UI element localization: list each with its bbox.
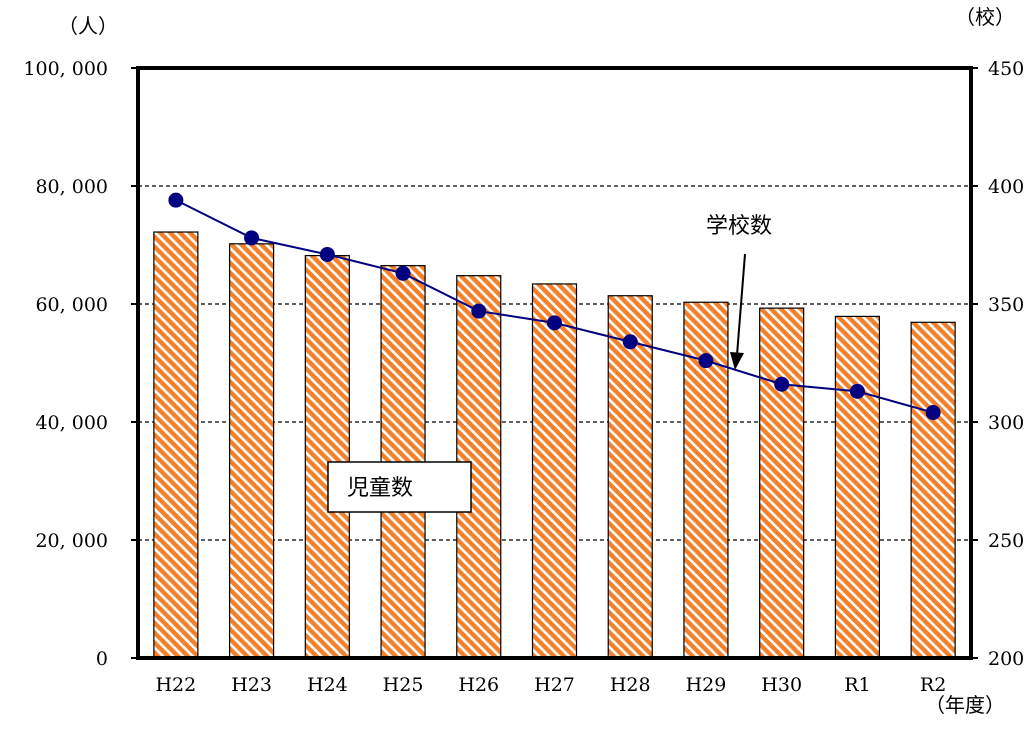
arrow-head-icon bbox=[730, 352, 744, 370]
bar-R2 bbox=[910, 321, 956, 659]
x-tick-label: H30 bbox=[761, 674, 802, 696]
x-axis-label: （年度） bbox=[925, 693, 1005, 717]
point-H27 bbox=[547, 315, 562, 331]
bar-H30 bbox=[759, 307, 805, 659]
x-axis-ticks: H22 H23 H24 H25 H26 H27 H28 H29 H30 R1 R2 bbox=[155, 674, 946, 696]
bars-annotation: 児童数 bbox=[327, 461, 472, 513]
point-H30 bbox=[774, 376, 790, 392]
x-tick-label: H27 bbox=[534, 674, 575, 696]
left-axis-unit: （人） bbox=[58, 14, 118, 38]
bar-H24 bbox=[304, 255, 350, 659]
point-R1 bbox=[849, 383, 865, 399]
line-annotation-text: 学校数 bbox=[706, 214, 772, 239]
right-tick-label: 400 bbox=[988, 176, 1024, 198]
point-H25 bbox=[395, 265, 411, 281]
x-tick-label: H25 bbox=[383, 674, 424, 696]
point-H28 bbox=[622, 334, 638, 350]
right-tick-label: 450 bbox=[988, 58, 1024, 80]
left-tick-label: 0 bbox=[96, 648, 108, 670]
left-axis-ticks: 0 20, 000 40, 000 60, 000 80, 000 100, 000 bbox=[23, 58, 138, 670]
x-tick-label: H23 bbox=[231, 674, 272, 696]
right-tick-label: 300 bbox=[988, 412, 1024, 434]
x-tick-label: R2 bbox=[920, 674, 946, 696]
right-tick-label: 200 bbox=[988, 648, 1024, 670]
right-tick-label: 350 bbox=[988, 294, 1024, 316]
x-tick-label: R1 bbox=[844, 674, 870, 696]
point-H26 bbox=[471, 303, 487, 319]
point-R2 bbox=[925, 405, 941, 421]
x-tick-label: H24 bbox=[307, 674, 348, 696]
line-annotation: 学校数 bbox=[706, 214, 772, 370]
right-axis-ticks: 200 250 300 350 400 450 bbox=[971, 58, 1024, 670]
plot-frame bbox=[136, 66, 973, 660]
point-H22 bbox=[168, 192, 184, 208]
point-H29 bbox=[698, 353, 714, 369]
point-H24 bbox=[319, 246, 335, 262]
point-H23 bbox=[244, 230, 260, 246]
bars-annotation-box bbox=[327, 461, 472, 513]
right-tick-label: 250 bbox=[988, 530, 1024, 552]
left-tick-label: 100, 000 bbox=[23, 58, 108, 80]
x-tick-label: H22 bbox=[155, 674, 196, 696]
bar-series bbox=[153, 231, 956, 659]
left-tick-label: 60, 000 bbox=[35, 294, 108, 316]
right-axis-unit: （校） bbox=[955, 5, 1015, 29]
bar-H22 bbox=[153, 231, 199, 659]
bar-H27 bbox=[531, 283, 578, 659]
x-tick-label: H26 bbox=[458, 674, 499, 696]
bar-H28 bbox=[607, 295, 653, 659]
line-series bbox=[168, 192, 941, 421]
left-tick-label: 20, 000 bbox=[35, 530, 108, 552]
line-annotation-arrow bbox=[736, 253, 746, 356]
bar-H23 bbox=[228, 243, 275, 659]
x-tick-label: H28 bbox=[610, 674, 651, 696]
bars-annotation-text: 児童数 bbox=[347, 476, 413, 501]
bar-R1 bbox=[834, 315, 881, 659]
left-tick-label: 40, 000 bbox=[35, 412, 108, 434]
left-tick-label: 80, 000 bbox=[35, 176, 108, 198]
x-tick-label: H29 bbox=[686, 674, 727, 696]
